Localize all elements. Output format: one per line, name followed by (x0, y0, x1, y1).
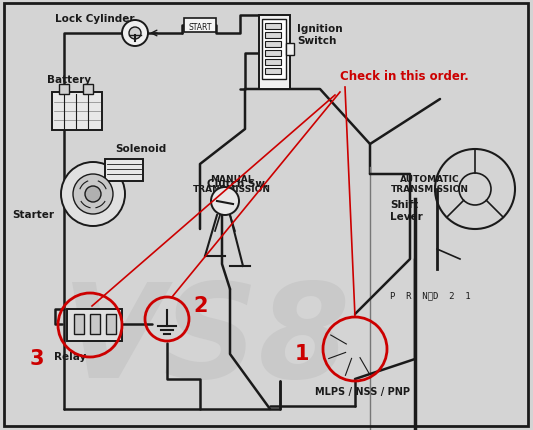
Text: MLPS / NSS / PNP: MLPS / NSS / PNP (315, 386, 410, 396)
Text: VS8: VS8 (62, 277, 351, 404)
Bar (90, 314, 100, 334)
Text: MANUAL
TRANSMISSION: MANUAL TRANSMISSION (193, 175, 271, 194)
Bar (262, 20, 286, 80)
Text: Relay: Relay (54, 351, 86, 361)
Bar (74, 314, 84, 334)
Text: P  R  NⓓD  2  1: P R NⓓD 2 1 (390, 290, 471, 299)
Bar (286, 44, 294, 56)
Bar (83, 85, 93, 95)
Bar (67, 309, 122, 341)
Text: Clutch Sw.: Clutch Sw. (207, 178, 269, 189)
Bar (265, 60, 281, 66)
Text: START: START (188, 22, 212, 31)
Text: 1: 1 (295, 343, 310, 363)
Bar (106, 314, 116, 334)
Text: 3: 3 (30, 348, 44, 368)
Bar (265, 42, 281, 48)
Bar (105, 160, 143, 181)
Text: Lock Cylinder: Lock Cylinder (55, 14, 134, 24)
Bar (265, 33, 281, 39)
Circle shape (122, 21, 148, 47)
Text: Ignition
Switch: Ignition Switch (297, 24, 343, 46)
FancyBboxPatch shape (184, 19, 216, 33)
Text: AUTOMATIC
TRANSMISSION: AUTOMATIC TRANSMISSION (391, 175, 469, 194)
Text: Starter: Starter (12, 209, 54, 219)
Circle shape (211, 187, 239, 215)
Bar (52, 93, 102, 131)
Circle shape (61, 163, 125, 227)
Circle shape (129, 28, 141, 40)
Bar (265, 69, 281, 75)
Bar (265, 24, 281, 30)
Text: Battery: Battery (47, 75, 91, 85)
Bar (59, 85, 69, 95)
Text: Check in this order.: Check in this order. (340, 70, 469, 83)
Bar (265, 51, 281, 57)
Text: Shift
Lever: Shift Lever (390, 200, 423, 221)
Bar (259, 16, 290, 90)
Circle shape (73, 175, 113, 215)
Circle shape (85, 187, 101, 203)
Text: 2: 2 (193, 295, 207, 315)
Text: Solenoid: Solenoid (115, 144, 166, 154)
